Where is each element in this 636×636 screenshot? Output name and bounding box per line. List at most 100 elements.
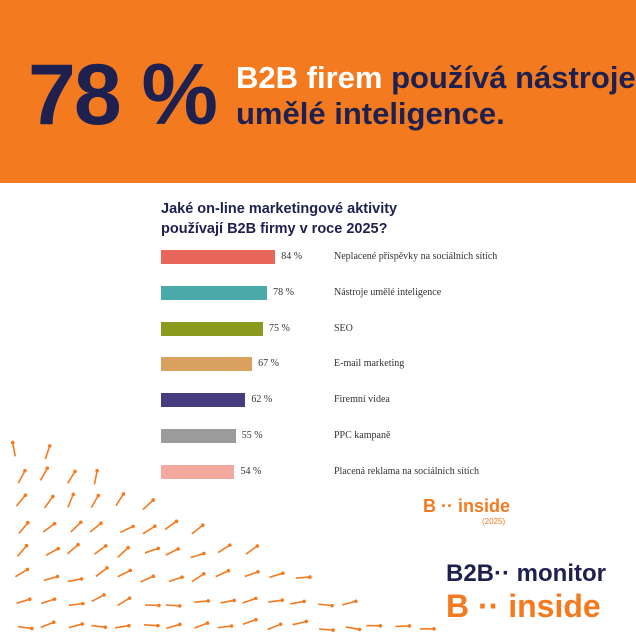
arrow [142, 525, 156, 535]
arrow [67, 578, 82, 583]
arrow [242, 618, 257, 625]
arrow [114, 624, 130, 629]
arrow [345, 626, 360, 631]
arrow-head [121, 492, 126, 496]
arrow-head [156, 546, 161, 551]
arrow [267, 623, 281, 631]
arrow [67, 494, 74, 508]
arrow-head [229, 624, 234, 628]
arrow-head [200, 523, 205, 527]
arrow [120, 525, 134, 534]
arrow-head [254, 617, 258, 622]
arrow-head [255, 544, 260, 548]
arrow [11, 442, 17, 457]
arrow-head [80, 622, 84, 626]
value-label: 55 % [241, 430, 263, 441]
arrow [17, 470, 26, 484]
arrow-head [308, 575, 312, 579]
arrow-head [131, 524, 135, 529]
arrow [295, 576, 310, 579]
logo-letter: B [446, 588, 470, 624]
arrow-head [331, 628, 335, 632]
arrow [15, 568, 28, 578]
arrow-head [280, 598, 285, 603]
arrow [39, 467, 48, 481]
value-label: 54 % [240, 465, 262, 477]
bar [161, 464, 235, 479]
arrow-head [51, 494, 55, 499]
arrow [18, 522, 29, 535]
category-label: Neplacené příspěvky na sociálních sítích [334, 251, 498, 262]
arrow-head [52, 521, 57, 526]
arrow [115, 493, 125, 507]
bar [161, 285, 268, 300]
header-band [0, 0, 636, 183]
arrow-head [281, 571, 285, 575]
category-label: E-mail marketing [334, 358, 405, 370]
logo-word: monitor [516, 560, 606, 587]
arrow-head [79, 577, 84, 581]
arrow-head [202, 551, 206, 556]
arrow [166, 623, 181, 629]
logo-word: inside [508, 588, 601, 624]
arrow [165, 548, 179, 556]
header-rest: umělé inteligence. [236, 96, 505, 131]
arrow [144, 547, 159, 554]
value-label: 62 % [251, 394, 273, 406]
arrow [44, 445, 51, 460]
arrow [142, 499, 154, 511]
arrow-head [302, 599, 306, 604]
arrow [94, 545, 107, 555]
arrow [117, 547, 129, 558]
category-label: Placená reklama na sociálních sítích [334, 465, 479, 477]
arrow [66, 544, 79, 555]
arrow-head [232, 598, 237, 603]
arrow-head [253, 596, 258, 601]
arrow-head [52, 597, 57, 601]
arrow-head [56, 546, 61, 551]
arrow-head [76, 542, 80, 547]
arrow-head [25, 567, 30, 572]
arrow [45, 547, 59, 557]
arrow-head [99, 521, 103, 526]
arrow-head [105, 566, 109, 570]
arrow-head [23, 468, 27, 473]
arrow-head [330, 603, 334, 608]
arrow [17, 625, 32, 630]
chart-title-line: Jaké on-line marketingové aktivity [161, 201, 398, 217]
arrow [89, 522, 102, 533]
chart-title: Jaké on-line marketingové aktivity použí… [161, 199, 397, 239]
arrow-head [45, 466, 50, 471]
arrow [164, 520, 177, 531]
arrow [168, 576, 183, 583]
arrow-head [81, 601, 85, 606]
arrow [165, 604, 180, 607]
arrow-head [127, 623, 131, 628]
arrow [318, 628, 334, 631]
arrow-head [128, 568, 133, 573]
arrow [16, 598, 31, 605]
category-label: PPC kampaně [334, 430, 391, 441]
arrow [395, 625, 410, 628]
arrow-head [102, 593, 106, 597]
arrow-head [28, 597, 32, 602]
arrow-head [151, 498, 155, 502]
arrow [40, 621, 55, 629]
arrow-head [378, 623, 383, 628]
arrow [43, 575, 58, 582]
arrow [91, 594, 105, 603]
arrow-head [30, 626, 34, 631]
arrow-head [176, 547, 180, 551]
logo-monitor: B2B·· monitor [446, 560, 606, 587]
arrow-head [357, 627, 362, 632]
value-label: 75 % [269, 322, 290, 334]
category-label: Firemní videa [334, 394, 390, 406]
arrow [242, 597, 256, 604]
bar [161, 321, 263, 336]
arrow-head [151, 574, 156, 579]
arrow [215, 570, 229, 578]
header-rest: používá nástroje [391, 60, 636, 95]
arrow-head [432, 627, 436, 631]
arrow-head [354, 599, 358, 604]
